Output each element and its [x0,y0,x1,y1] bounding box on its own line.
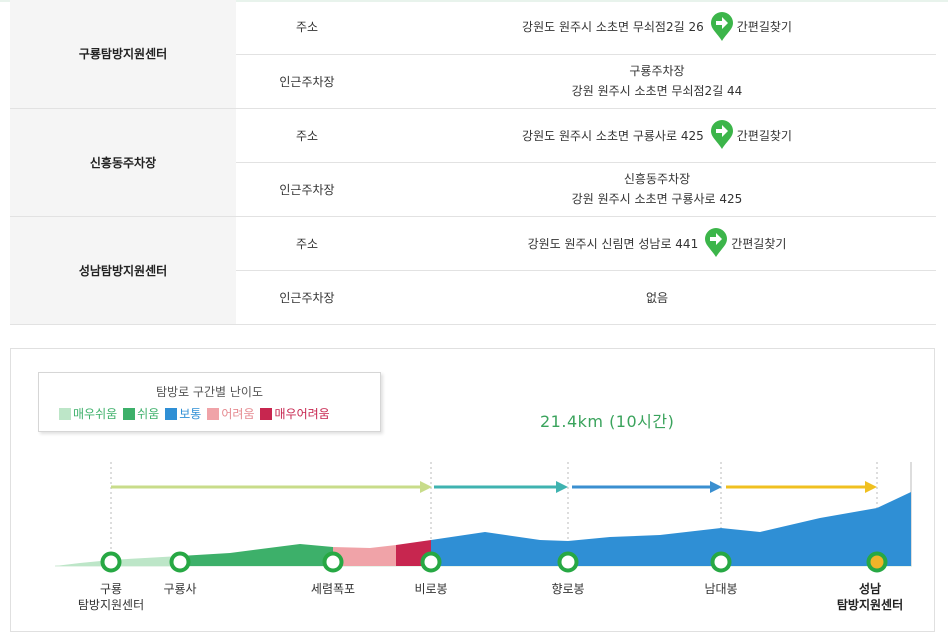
parking-label: 인근주차장 [236,162,378,217]
waypoint-node [420,551,442,573]
table-row: 인근주차장 신흥동주차장 강원 원주시 소초면 구룡사로 425 [10,162,936,217]
trailhead-table: 구룡탐방지원센터 주소 강원도 원주시 소초면 무쇠점2길 26 간편길찾기 인… [10,0,936,325]
legend-item: 어려움 [207,405,254,422]
waypoint-sub: 탐방지원센터 [836,598,904,612]
parking-address: 강원 원주시 소초면 구룡사로 425 [571,192,743,206]
legend-swatch [207,407,220,420]
easy-directions-label: 간편길찾기 [736,128,792,143]
legend-label: 쉬움 [137,407,160,421]
legend-swatch [123,407,136,420]
place-name: 신흥동주차장 [10,108,236,217]
easy-directions-link[interactable]: 간편길찾기 [710,120,792,150]
legend-item: 쉬움 [123,405,159,422]
waypoint-node [169,551,191,573]
arrow-segment-4 [726,481,877,493]
green-map-pin-arrow-icon [710,120,733,149]
address-label: 주소 [236,108,378,163]
difficulty-legend: 탐방로 구간별 난이도 매우쉬움 쉬움 보통 어려움 매우어려움 [38,372,381,432]
legend-items: 매우쉬움 쉬움 보통 어려움 매우어려움 [59,405,330,422]
waypoint-sub: 탐방지원센터 [77,598,145,612]
legend-item: 보통 [165,405,201,422]
arrow-segment-3 [572,481,722,493]
waypoint-name: 구룡 [99,582,123,596]
parking-label: 인근주차장 [236,270,378,325]
address-label: 주소 [236,216,378,271]
table-row: 인근주차장 구룡주차장 강원 원주시 소초면 무쇠점2길 44 [10,54,936,109]
legend-swatch [165,407,178,420]
parking-label: 인근주차장 [236,54,378,109]
table-row: 인근주차장 없음 [10,270,936,325]
legend-label: 매우쉬움 [73,407,118,421]
arrow-segment-1 [111,481,432,493]
waypoint-nodes [100,551,888,573]
address-text: 강원도 원주시 소초면 구룡사로 425 [522,128,704,143]
segment-normal [431,492,911,566]
legend-swatch [59,407,71,420]
address-text: 강원도 원주시 소초면 무쇠점2길 26 [522,20,704,35]
waypoint-name: 남대봉 [704,582,738,596]
address-cell: 강원도 원주시 신림면 성남로 441 간편길찾기 [378,216,936,271]
easy-directions-link[interactable]: 간편길찾기 [710,11,792,42]
waypoint-node [322,551,344,573]
easy-directions-link[interactable]: 간편길찾기 [704,228,786,258]
waypoint-node [710,551,732,573]
waypoint-node [100,551,122,573]
legend-item: 매우어려움 [260,405,330,422]
waypoint-node-end [866,551,888,573]
parking-name: 없음 [645,290,669,305]
green-map-pin-arrow-icon [710,11,733,41]
table-row: 구룡탐방지원센터 주소 강원도 원주시 소초면 무쇠점2길 26 간편길찾기 [10,0,936,109]
waypoint-label: 향로봉 [551,581,584,597]
table-row: 신흥동주차장 주소 강원도 원주시 소초면 구룡사로 425 간편길찾기 [10,108,936,217]
easy-directions-label: 간편길찾기 [731,236,787,251]
legend-item: 매우쉬움 [59,405,117,422]
address-cell: 강원도 원주시 소초면 무쇠점2길 26 간편길찾기 [378,0,936,55]
waypoint-name: 구룡사 [163,582,197,596]
parking-cell: 신흥동주차장 강원 원주시 소초면 구룡사로 425 [378,162,936,217]
easy-directions-label: 간편길찾기 [736,20,792,35]
waypoint-label: 남대봉 [704,581,737,597]
table-row: 성남탐방지원센터 주소 강원도 원주시 신림면 성남로 441 간편길찾기 [10,216,936,325]
parking-cell: 구룡주차장 강원 원주시 소초면 무쇠점2길 44 [378,54,936,109]
place-name: 구룡탐방지원센터 [10,0,236,109]
waypoint-label: 비로봉 [414,581,447,597]
legend-label: 보통 [179,407,202,421]
legend-label: 매우어려움 [274,407,330,421]
legend-title: 탐방로 구간별 난이도 [156,385,263,399]
waypoint-node [557,551,579,573]
arrow-segment-2 [434,481,568,493]
waypoint-label: 세렴폭포 [311,581,355,597]
parking-name: 신흥동주차장 [623,172,691,186]
place-name: 성남탐방지원센터 [10,216,236,325]
waypoint-name: 세렴폭포 [310,582,356,596]
parking-cell: 없음 [378,270,936,325]
waypoint-name: 비로봉 [414,582,448,596]
parking-address: 강원 원주시 소초면 무쇠점2길 44 [571,84,743,98]
legend-label: 어려움 [221,407,255,421]
waypoint-label: 구룡 탐방지원센터 [78,581,144,613]
legend-swatch [260,407,273,420]
segment-easy [180,544,333,566]
segment-hard [333,545,396,566]
waypoint-name: 성남 [858,582,882,596]
waypoint-label-end: 성남 탐방지원센터 [837,581,903,613]
waypoint-name: 향로봉 [551,582,585,596]
parking-name: 구룡주차장 [629,64,685,78]
total-distance-time: 21.4km (10시간) [540,412,675,431]
route-arrows [111,481,877,493]
address-label: 주소 [236,0,378,55]
address-cell: 강원도 원주시 소초면 구룡사로 425 간편길찾기 [378,108,936,163]
waypoint-label: 구룡사 [163,581,196,597]
address-text: 강원도 원주시 신림면 성남로 441 [527,236,699,251]
green-map-pin-arrow-icon [705,228,728,257]
